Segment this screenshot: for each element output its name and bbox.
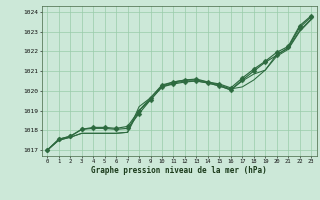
- X-axis label: Graphe pression niveau de la mer (hPa): Graphe pression niveau de la mer (hPa): [91, 166, 267, 175]
